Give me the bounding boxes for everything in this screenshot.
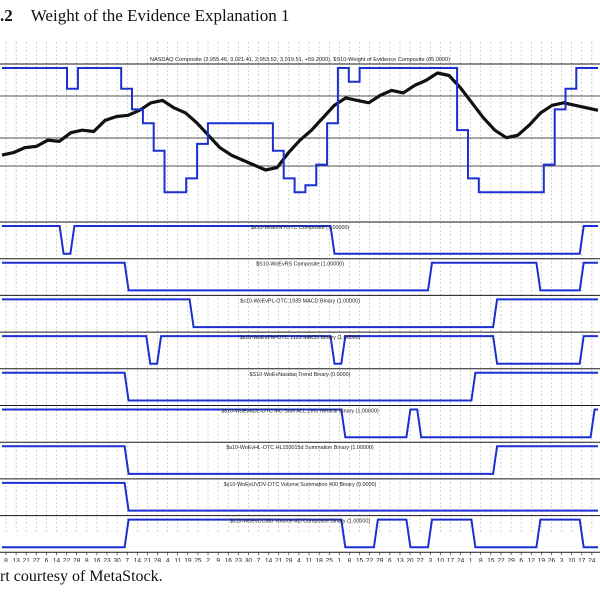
binary-indicator-line: [2, 225, 598, 255]
x-tick-label: 11: [306, 557, 313, 562]
x-tick-label: 16: [225, 557, 233, 562]
x-tick-label: 22: [497, 557, 505, 562]
x-tick-label: 11: [174, 557, 181, 562]
metastock-chart: NASDAQ Composite (2,955.46, 3,021.41, 2,…: [0, 42, 600, 562]
x-tick-label: 26: [548, 557, 556, 562]
x-tick-label: 22: [366, 557, 374, 562]
binary-indicator-line: [2, 518, 598, 549]
figure-caption: .2 Weight of the Evidence Explanation 1: [0, 6, 290, 32]
x-tick-label: 3: [560, 557, 564, 562]
x-tick-label: 24: [588, 557, 596, 562]
binary-panel-label: $s10-WoEvNYOTC Composite (1.00000): [251, 225, 350, 231]
x-tick-label: 6: [45, 557, 49, 562]
x-tick-label: 21: [23, 557, 31, 562]
binary-indicator-line: [2, 371, 598, 402]
x-tick-label: 28: [285, 557, 293, 562]
x-tick-label: 14: [134, 557, 142, 562]
nasdaq-price-line: [1, 71, 599, 172]
x-tick-label: 4: [166, 557, 170, 562]
x-tick-label: 15: [487, 557, 495, 562]
x-tick-label: 10: [568, 557, 576, 562]
x-tick-label: 1: [338, 557, 342, 562]
x-tick-label: 22: [63, 557, 71, 562]
x-tick-label: 8: [4, 557, 8, 562]
binary-panel-label: $S10-WoEvNasdaq Trend Binary (0.0000): [250, 372, 351, 378]
x-tick-label: 10: [437, 557, 445, 562]
x-tick-label: 18: [316, 557, 324, 562]
x-tick-label: 20: [406, 557, 414, 562]
x-tick-label: 17: [447, 557, 455, 562]
figure-title: Weight of the Evidence Explanation 1: [30, 6, 290, 25]
x-tick-label: 28: [154, 557, 162, 562]
x-tick-label: 12: [528, 557, 536, 562]
x-tick-label: 25: [326, 557, 334, 562]
x-tick-label: 17: [578, 557, 586, 562]
x-tick-label: 19: [538, 557, 546, 562]
binary-indicator-line: [2, 445, 598, 475]
binary-indicator-line: [2, 298, 598, 329]
x-tick-label: 8: [85, 557, 89, 562]
weight-of-evidence-line: [2, 67, 598, 194]
x-tick-label: 21: [144, 557, 152, 562]
x-tick-label: 6: [519, 557, 523, 562]
chart-credit: rt courtesy of MetaStock.: [0, 568, 163, 585]
x-tick-label: 7: [257, 557, 261, 562]
x-tick-label: 27: [417, 557, 425, 562]
x-tick-label: 3: [428, 557, 432, 562]
x-tick-label: 6: [388, 557, 392, 562]
x-tick-label: 29: [376, 557, 384, 562]
x-tick-label: 14: [265, 557, 273, 562]
price-panel-label: NASDAQ Composite (2,955.46, 3,021.41, 2,…: [150, 57, 450, 63]
figure-number: .2: [0, 6, 13, 25]
x-tick-label: 16: [93, 557, 101, 562]
binary-indicator-line: [2, 408, 598, 439]
x-tick-label: 13: [12, 557, 20, 562]
gridlines: [5, 42, 593, 534]
x-tick-label: 25: [194, 557, 202, 562]
x-tick-label: 13: [396, 557, 404, 562]
x-tick-label: 1: [469, 557, 473, 562]
binary-panel-label: $s10-WoEvUVDV-OTC Volume Summation 400 B…: [224, 482, 377, 488]
x-tick-label: 24: [457, 557, 465, 562]
binary-panel-label: $S10-WoEvRS Composite (1.00000): [256, 262, 344, 268]
x-tick-label: 15: [356, 557, 364, 562]
binary-indicator-line: [2, 335, 598, 365]
x-tick-label: 21: [275, 557, 283, 562]
x-tick-label: 30: [114, 557, 122, 562]
x-tick-label: 7: [125, 557, 129, 562]
binary-panel-label: $s10-WoEvPL-OTC 1939 MACD Binary (1.0000…: [240, 298, 360, 304]
binary-indicator-line: [2, 481, 598, 512]
x-tick-label: 9: [216, 557, 220, 562]
x-tick-label: 19: [184, 557, 192, 562]
x-tick-label: 23: [235, 557, 243, 562]
x-tick-label: 14: [53, 557, 61, 562]
binary-panel-label: $s10-WoEvADL-OTC MC Sum ALL Zero Neutral…: [221, 409, 378, 415]
binary-indicator-line: [2, 261, 598, 292]
x-tick-label: 8: [348, 557, 352, 562]
x-tick-label: 27: [33, 557, 41, 562]
binary-panel-label: $s10-WoEvHL-OTC HL153015d Summation Bina…: [226, 445, 374, 451]
x-tick-label: 28: [73, 557, 81, 562]
x-tick-label: 4: [297, 557, 301, 562]
binary-panel-label: $s10-WoEvPM-OTC 1129 MACD Binary (1.0000…: [240, 335, 361, 341]
x-tick-label: 30: [245, 557, 253, 562]
binary-panel-label: $s10-WoEvCCMB Volume AD Composite Binary…: [230, 519, 371, 525]
x-tick-label: 8: [479, 557, 483, 562]
x-tick-label: 23: [103, 557, 111, 562]
x-tick-label: 2: [206, 557, 210, 562]
x-tick-label: 29: [507, 557, 515, 562]
